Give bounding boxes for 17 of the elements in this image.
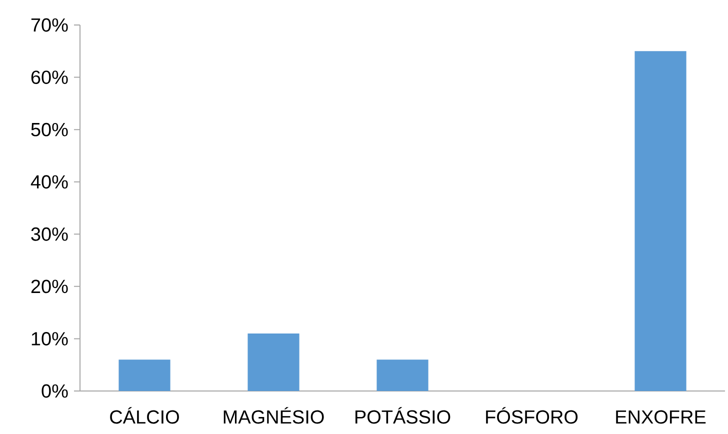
y-tick-label: 70%: [31, 18, 68, 32]
y-tick-label: 60%: [31, 70, 68, 84]
bar: [376, 360, 428, 391]
x-tick-label: FÓSFORO: [486, 407, 578, 424]
y-tick-label: 40%: [30, 175, 68, 189]
bar: [248, 333, 300, 391]
bar: [118, 360, 170, 391]
x-tick-label: POTÁSSIO: [355, 407, 450, 424]
y-tick-label: 10%: [32, 332, 68, 346]
y-tick-label: 50%: [31, 122, 68, 136]
y-tick-label: 20%: [31, 280, 68, 294]
x-tick-label: ENXOFRE: [616, 410, 706, 424]
x-tick-label: MAGNÉSIO: [224, 407, 324, 424]
y-tick-label: 30%: [31, 227, 68, 241]
bar: [634, 51, 686, 391]
x-tick-label: CÁLCIO: [110, 407, 179, 424]
y-tick-label: 0%: [42, 384, 68, 398]
